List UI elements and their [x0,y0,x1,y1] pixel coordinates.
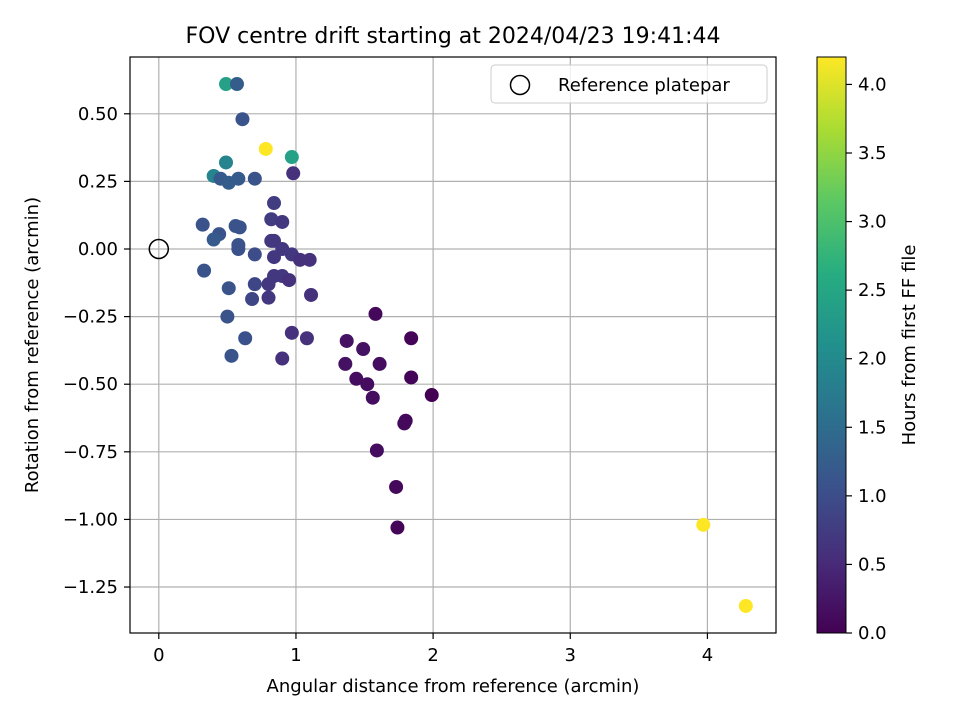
colorbar-tick-label: 0.0 [858,623,887,644]
data-point [372,356,387,371]
y-tick-label: −1.25 [63,577,118,598]
x-tick-label: 0 [153,645,164,666]
colorbar: 0.0 0.5 1.0 1.5 2.0 2.5 3.0 3.5 4.0 Hours from f… [816,56,920,644]
colorbar-tick-label: 2.0 [858,349,887,370]
data-point [264,212,279,227]
data-point [267,196,282,211]
data-point [284,150,299,165]
data-point [349,371,364,386]
y-tick-label: 0.00 [78,239,118,260]
x-axis-ticks: 0 1 2 3 4 [153,633,713,666]
data-point [247,171,262,186]
data-point [299,331,314,346]
colorbar-tick-label: 1.0 [858,486,887,507]
data-point [404,370,419,385]
y-axis-ticks: 0.50 0.25 0.00 −0.25 −0.50 −0.75 −1.00 −1.25 [63,104,130,598]
colorbar-tick-label: 1.5 [858,417,887,438]
colorbar-tick-label: 0.5 [858,554,887,575]
legend-marker-icon [509,74,531,96]
data-point [220,309,235,324]
data-point [275,351,290,366]
data-point [338,356,353,371]
chart-title: FOV centre drift starting at 2024/04/23 … [186,24,721,49]
data-point [339,333,354,348]
y-tick-label: −0.25 [63,307,118,328]
legend-label: Reference platepar [558,75,730,96]
data-point [738,598,753,613]
data-point [245,292,260,307]
y-tick-label: −0.75 [63,442,118,463]
data-point [404,331,419,346]
data-point [219,77,234,92]
data-point [238,331,253,346]
data-point [231,242,246,256]
data-point [365,390,380,405]
colorbar-gradient [816,56,847,634]
data-point [232,220,247,235]
x-axis-label: Angular distance from reference (arcmin) [267,676,640,697]
data-point [389,479,404,494]
colorbar-label: Hours from first FF file [899,245,920,446]
data-point [424,388,439,403]
reference-point [148,238,170,260]
y-tick-label: −1.00 [63,509,118,530]
data-point [206,232,221,247]
data-point [235,112,250,127]
plot-frame [129,56,777,634]
data-point [267,250,282,265]
data-point [229,77,244,92]
data-points [195,77,753,613]
data-point [247,247,262,262]
colorbar-ticks: 0.0 0.5 1.0 1.5 2.0 2.5 3.0 3.5 4.0 [846,74,887,644]
data-point [302,252,317,267]
data-point [304,287,319,302]
data-point [360,377,375,392]
data-point [275,214,290,229]
data-point [221,281,236,296]
data-point [390,520,405,535]
data-point [231,171,246,186]
y-tick-label: 0.25 [78,171,118,192]
data-point [369,443,384,458]
colorbar-tick-label: 3.0 [858,212,887,233]
x-tick-label: 4 [702,645,713,666]
data-point [293,252,308,267]
data-point [284,325,299,340]
data-point [219,155,234,170]
data-point [197,263,212,278]
y-tick-label: −0.50 [63,374,118,395]
data-point [261,277,276,292]
data-point [397,416,412,431]
colorbar-tick-label: 4.0 [858,74,887,95]
grid-lines [130,57,776,633]
colorbar-tick-label: 3.5 [858,143,887,164]
data-point [696,517,711,532]
colorbar-tick-label: 2.5 [858,280,887,301]
data-point [356,342,371,357]
data-point [261,290,276,305]
data-point [286,166,301,181]
data-point [224,348,239,363]
x-tick-label: 1 [290,645,301,666]
legend: Reference platepar [490,64,768,104]
y-tick-label: 0.50 [78,104,118,125]
y-axis-label: Rotation from reference (arcmin) [22,197,43,493]
data-point [195,217,210,232]
reference-marker [148,238,170,260]
data-point [282,273,297,288]
x-tick-label: 3 [565,645,576,666]
x-tick-label: 2 [427,645,438,666]
legend-box [490,64,768,104]
data-point [368,306,383,321]
data-point [247,277,262,292]
data-point [258,141,273,156]
